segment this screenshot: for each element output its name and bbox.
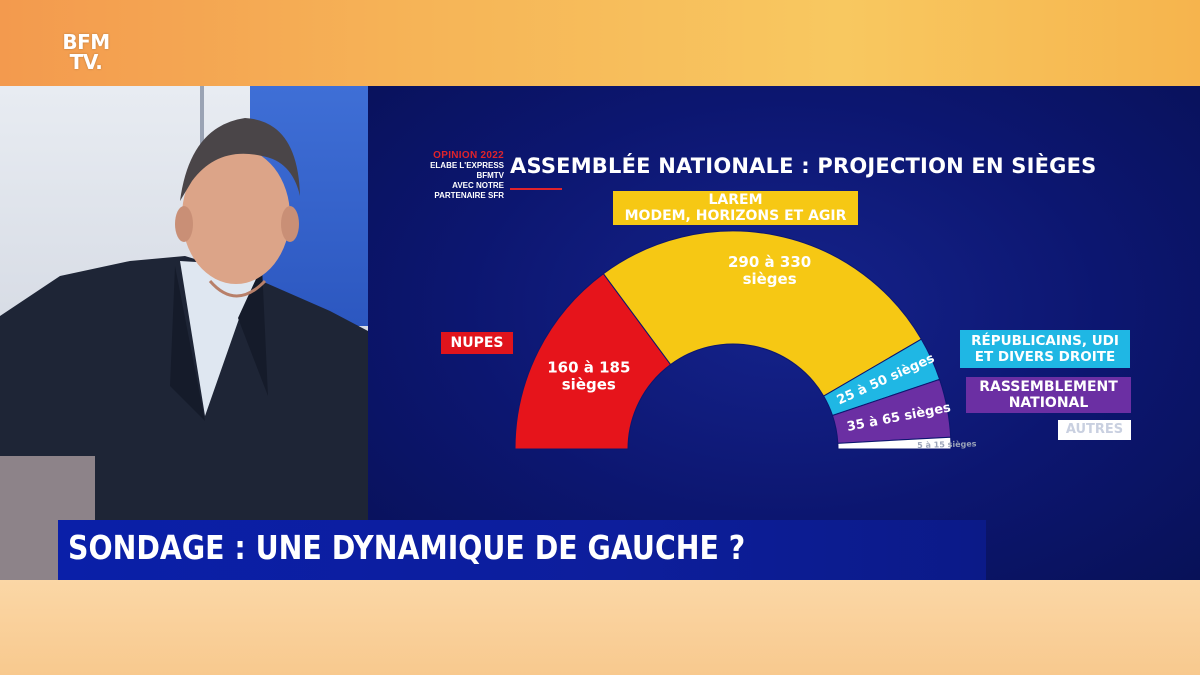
channel-logo: BFM TV. (54, 32, 118, 72)
legend-rn-line2: NATIONAL (1008, 395, 1089, 411)
poll-source-block: OPINION 2022 ELABE L'EXPRESS BFMTV AVEC … (422, 150, 504, 200)
legend-larem-line2: MODEM, HORIZONS ET AGIR (624, 208, 847, 224)
top-banner (0, 0, 1200, 86)
segment-larem (602, 230, 922, 397)
legend-rn-line1: RASSEMBLEMENT (979, 379, 1118, 395)
title-underline (510, 188, 562, 190)
value-unit-nupes: sièges (562, 375, 616, 393)
legend-larem: LAREM MODEM, HORIZONS ET AGIR (613, 191, 858, 225)
value-unit-larem: sièges (743, 270, 797, 288)
logo-line2: TV. (69, 50, 103, 74)
legend-autres: AUTRES (1058, 420, 1131, 440)
logo-line1: BFM (62, 30, 110, 54)
presenter-video (0, 86, 368, 580)
chart-title: ASSEMBLÉE NATIONALE : PROJECTION EN SIÈG… (510, 154, 1097, 178)
legend-nupes: NUPES (441, 332, 513, 354)
presenter-figure (0, 118, 368, 580)
poll-source-line3: AVEC NOTRE PARTENAIRE SFR (434, 181, 504, 200)
legend-republicains-line1: RÉPUBLICAINS, UDI (971, 333, 1119, 349)
legend-larem-line1: LAREM (708, 192, 763, 208)
value-label-autres: 5 à 15 sièges (917, 438, 977, 450)
legend-rassemblement-national: RASSEMBLEMENT NATIONAL (966, 377, 1131, 413)
poll-source-line1: OPINION 2022 (433, 150, 504, 161)
legend-republicains: RÉPUBLICAINS, UDI ET DIVERS DROITE (960, 330, 1130, 368)
ticker-headline: SONDAGE : UNE DYNAMIQUE DE GAUCHE ? (68, 528, 746, 567)
value-label-nupes: 160 à 185 (547, 358, 630, 376)
legend-republicains-line2: ET DIVERS DROITE (974, 349, 1116, 365)
poll-source-line2: ELABE L'EXPRESS BFMTV (430, 161, 504, 180)
news-ticker (58, 520, 986, 580)
value-label-larem: 290 à 330 (728, 253, 811, 271)
bottom-banner (0, 580, 1200, 675)
segment-autres (837, 436, 952, 450)
segment-nupes (514, 272, 672, 450)
